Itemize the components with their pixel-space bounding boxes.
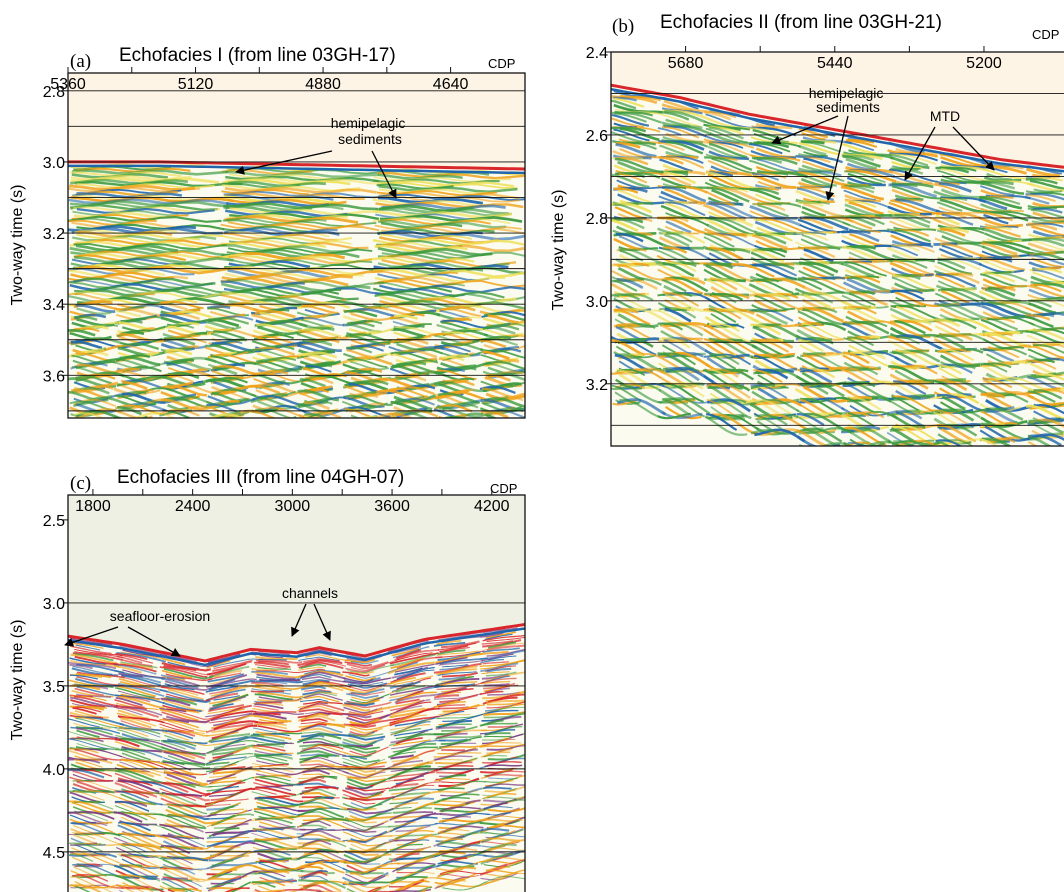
panel-c-xlabel: CDP <box>490 481 517 496</box>
panel-b-arrow-2 <box>825 115 849 201</box>
panel-c-ytick-label: 4.0 <box>43 762 65 779</box>
panel-c-arrow-2 <box>127 626 181 657</box>
panel-b-annotation-label-2: MTD <box>930 108 960 124</box>
panel-b-label: (b) <box>612 16 634 37</box>
panel-b-arrow-1 <box>771 115 839 145</box>
panel-b-ytick-label: 2.6 <box>586 128 608 145</box>
panel-c-ytick-label: 3.0 <box>43 596 65 613</box>
panel-b-seismic-reflections <box>611 89 1064 446</box>
panel-c-ytick-label: 4.5 <box>43 845 65 862</box>
panel-a-arrow-2 <box>371 150 397 199</box>
panel-b-arrow-4 <box>952 126 995 171</box>
panel-b-arrow-3 <box>904 126 936 181</box>
panel-c-ylabel: Two-way time (s) <box>9 620 26 741</box>
panel-c-annotation-label-1: seafloor-erosion <box>110 608 210 624</box>
panel-c-annotation-label-2: channels <box>282 585 338 601</box>
panel-c-arrow-4 <box>313 603 331 641</box>
panel-a-ytick-label: 3.2 <box>43 226 65 243</box>
panel-c-xtick-label: 1800 <box>75 498 111 515</box>
panel-c-seafloor-reflector-2 <box>68 627 525 667</box>
panel-a-ytick-label: 2.8 <box>43 84 65 101</box>
panel-b-xtick-label: 5200 <box>966 55 1002 72</box>
panel-c-frame <box>67 494 526 892</box>
panel-a-annotation: hemipelagic sediments <box>235 115 410 199</box>
panel-b-title: Echofacies II (from line 03GH-21) <box>660 12 942 33</box>
panel-c-ytick-label: 3.5 <box>43 679 65 696</box>
panel-b-ytick-label: 2.4 <box>586 45 608 62</box>
panel-c-water-column <box>68 495 525 661</box>
panel-a-label: (a) <box>70 51 91 72</box>
panel-a-annotation-line-1: hemipelagic <box>331 115 406 131</box>
panel-c-arrow-1 <box>64 626 119 647</box>
panel-a-seafloor-reflector-2 <box>68 164 525 175</box>
panel-a-ytick-label: 3.6 <box>43 368 65 385</box>
panel-a-xtick-label: 4880 <box>305 76 341 93</box>
panel-b-annotation-line-2: sediments <box>816 99 880 115</box>
panel-c-annotation-channels: channels <box>282 585 338 641</box>
panel-b-ytick-label: 2.8 <box>586 211 608 228</box>
panel-b-ylabel: Two-way time (s) <box>550 190 567 311</box>
panel-c-xtick-label: 4200 <box>474 498 510 515</box>
panel-b-xlabel: CDP <box>1032 27 1059 42</box>
panel-a-ytick-label: 3.0 <box>43 155 65 172</box>
panel-a-xlabel: CDP <box>488 56 515 71</box>
panel-b-seafloor-reflector <box>611 83 1064 169</box>
panel-c-arrow-3 <box>291 603 307 637</box>
panel-c-xtick-label: 3600 <box>374 498 410 515</box>
panel-b-xtick-label: 5680 <box>668 55 704 72</box>
panel-b-ytick-label: 3.2 <box>586 377 608 394</box>
panel-c-xtick-label: 3000 <box>275 498 311 515</box>
panel-b-annotation-label-1: hemipelagic sediments <box>809 85 888 115</box>
panel-b-ytick-label: 3.0 <box>586 294 608 311</box>
panel-c-ytick-label: 2.5 <box>43 513 65 530</box>
panel-c-label: (c) <box>70 473 91 494</box>
panel-a-annotation-label: hemipelagic sediments <box>331 115 410 147</box>
panel-b: (b) Echofacies II (from line 03GH-21) CD… <box>550 12 1064 447</box>
panel-b-annotation-line-1: hemipelagic <box>809 85 884 101</box>
panel-a: (a) Echofacies I (from line 03GH-17) CDP… <box>9 45 526 419</box>
panel-a-title: Echofacies I (from line 03GH-17) <box>119 45 396 66</box>
panel-c: (c) Echofacies III (from line 04GH-07) C… <box>9 467 526 892</box>
panel-a-arrow-1 <box>235 150 333 175</box>
panel-a-xtick-label: 5120 <box>178 76 214 93</box>
panel-a-xtick-label: 4640 <box>433 76 469 93</box>
panel-a-water-column <box>68 73 525 169</box>
panel-c-title: Echofacies III (from line 04GH-07) <box>117 467 404 488</box>
panel-c-xtick-label: 2400 <box>175 498 211 515</box>
panel-a-annotation-line-2: sediments <box>338 131 402 147</box>
panel-b-water-column <box>611 52 1064 168</box>
panel-c-annotation-erosion: seafloor-erosion <box>64 608 210 657</box>
panel-a-frame <box>67 72 526 419</box>
panel-b-annotation-mtd: MTD <box>904 108 995 181</box>
panel-a-ytick-label: 3.4 <box>43 297 65 314</box>
panel-a-xtick-label: 5360 <box>50 76 86 93</box>
panel-a-ylabel: Two-way time (s) <box>9 185 26 306</box>
panel-b-xtick-label: 5440 <box>817 55 853 72</box>
panel-a-seismic-reflections <box>68 163 525 418</box>
panel-c-seafloor-reflector <box>68 623 525 663</box>
panel-b-frame <box>610 51 1064 447</box>
panel-b-annotation-hemipelagic: hemipelagic sediments <box>771 85 888 201</box>
